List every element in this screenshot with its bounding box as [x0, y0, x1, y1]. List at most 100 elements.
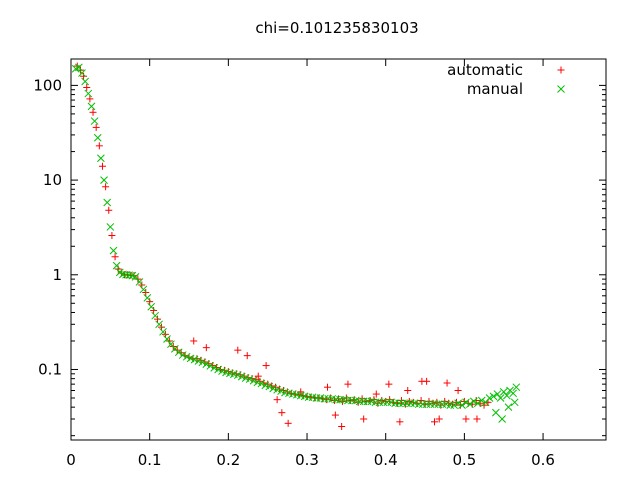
- data-point: [111, 253, 119, 261]
- x-tick-label: 0: [66, 451, 76, 469]
- x-tick-label: 0.6: [531, 451, 555, 469]
- data-point: [379, 398, 388, 407]
- y-axis: 0.1 1 10 100: [33, 76, 606, 437]
- data-point: [83, 84, 91, 92]
- data-point: [512, 383, 521, 392]
- data-point: [466, 400, 474, 409]
- data-point: [105, 206, 113, 214]
- data-point: [131, 273, 140, 281]
- data-point: [407, 399, 415, 408]
- data-point: [78, 69, 86, 77]
- data-point: [252, 376, 260, 384]
- data-point: [434, 400, 443, 409]
- data-point: [155, 320, 163, 329]
- data-point: [98, 162, 106, 170]
- data-point: [151, 311, 160, 320]
- data-point: [87, 102, 96, 111]
- data-point: [473, 415, 481, 423]
- data-point: [95, 142, 103, 150]
- data-point: [102, 183, 110, 191]
- data-point: [462, 415, 470, 423]
- data-point: [245, 375, 254, 384]
- data-point: [106, 223, 115, 231]
- y-tick-label: 100: [33, 76, 62, 94]
- data-point: [473, 399, 482, 408]
- plot-frame: [70, 58, 607, 441]
- data-point: [396, 418, 404, 426]
- data-point: [477, 396, 486, 405]
- data-point: [312, 394, 321, 402]
- data-point: [372, 390, 380, 398]
- x-axis: 0 0.1 0.2 0.3 0.4 0.5 0.6: [66, 59, 555, 469]
- data-point: [454, 399, 462, 408]
- data-point: [385, 380, 393, 388]
- data-point: [84, 89, 93, 98]
- data-point: [435, 415, 443, 423]
- data-point: [426, 400, 435, 409]
- data-point: [423, 377, 431, 385]
- data-point: [359, 397, 368, 406]
- data-point: [418, 400, 427, 409]
- data-point: [324, 394, 333, 403]
- data-point: [265, 382, 274, 391]
- data-point: [154, 315, 162, 323]
- data-point: [80, 72, 88, 80]
- data-point: [450, 401, 459, 410]
- data-point: [485, 394, 494, 402]
- data-point: [391, 399, 400, 408]
- data-point: [284, 419, 292, 427]
- data-point: [472, 397, 480, 405]
- legend-label-manual: manual: [467, 80, 523, 98]
- data-point: [498, 415, 507, 423]
- data-point: [198, 358, 207, 367]
- data-point: [454, 386, 462, 394]
- data-point: [147, 302, 156, 311]
- data-point: [206, 362, 215, 370]
- data-point: [243, 352, 251, 360]
- data-point: [249, 376, 258, 385]
- series-automatic: [73, 62, 492, 430]
- data-point: [159, 327, 167, 336]
- x-tick-label: 0.1: [138, 451, 162, 469]
- data-point: [503, 391, 511, 400]
- data-point: [399, 399, 407, 408]
- y-tick-label: 1: [52, 266, 62, 284]
- series-manual: [71, 63, 521, 423]
- data-point: [493, 390, 502, 398]
- data-point: [403, 399, 411, 408]
- data-point: [100, 176, 108, 184]
- data-point: [344, 396, 352, 405]
- data-point: [336, 395, 344, 404]
- legend-marker-manual: [557, 85, 565, 93]
- data-point: [338, 422, 346, 430]
- data-point: [395, 399, 403, 408]
- data-point: [320, 394, 329, 403]
- plot-area: [71, 62, 521, 430]
- y-tick-label: 0.1: [38, 360, 62, 378]
- data-point: [143, 294, 152, 302]
- data-point: [163, 335, 171, 343]
- data-point: [371, 398, 380, 407]
- data-point: [109, 246, 118, 255]
- data-point: [458, 401, 466, 410]
- data-point: [119, 270, 127, 279]
- data-point: [210, 364, 219, 372]
- data-point: [190, 337, 198, 345]
- data-point: [297, 388, 305, 396]
- data-point: [404, 386, 412, 394]
- legend-marker-symbol: [557, 85, 565, 93]
- data-point: [504, 403, 513, 412]
- data-point: [430, 400, 439, 409]
- data-point: [510, 398, 519, 407]
- data-point: [262, 362, 270, 370]
- data-point: [182, 352, 191, 361]
- data-point: [469, 397, 478, 406]
- x-tick-label: 0.5: [452, 451, 476, 469]
- legend-marker-symbol: [557, 66, 565, 74]
- data-point: [462, 398, 470, 407]
- data-point: [233, 371, 242, 380]
- data-point: [383, 398, 392, 407]
- data-point: [438, 400, 447, 409]
- data-point: [125, 271, 134, 280]
